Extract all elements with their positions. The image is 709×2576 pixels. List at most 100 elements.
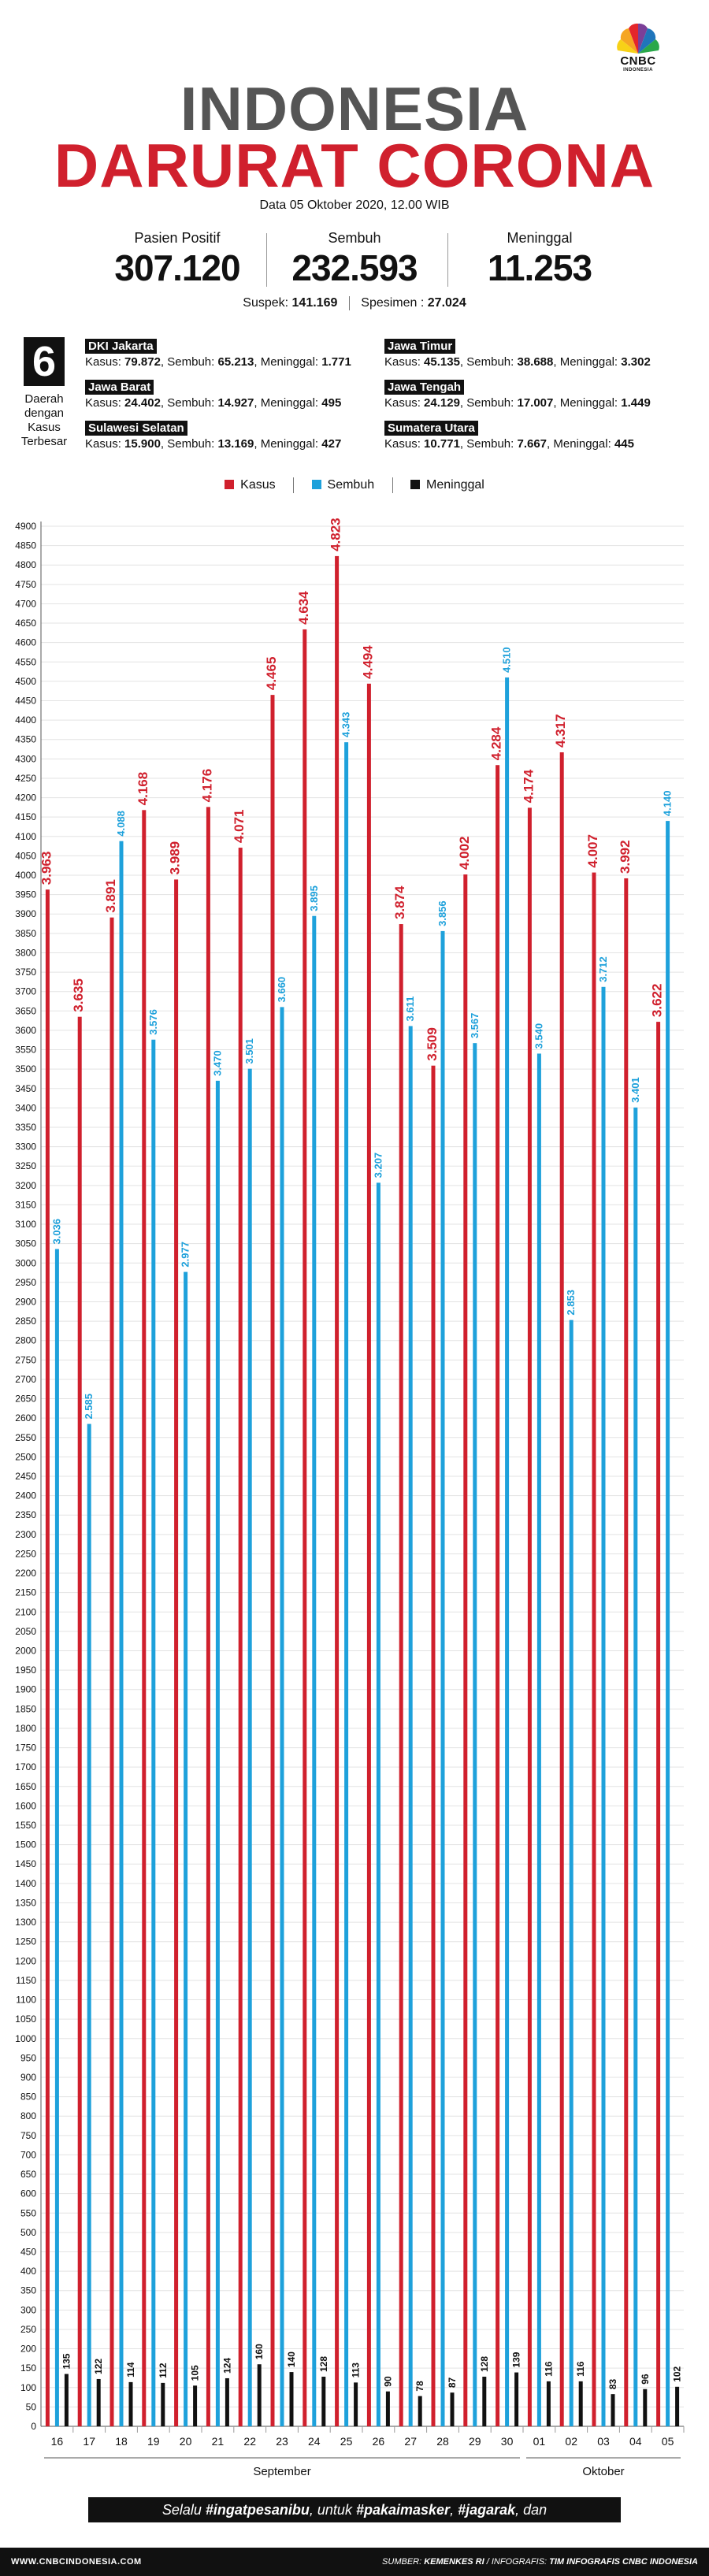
y-tick-label: 4300 bbox=[15, 753, 36, 764]
meninggal-label: Meninggal: bbox=[260, 437, 319, 451]
y-tick-label: 850 bbox=[20, 2092, 36, 2103]
region-sulawesi-selatan: Sulawesi Selatan Kasus: 15.900, Sembuh: … bbox=[85, 421, 342, 451]
y-tick-label: 1350 bbox=[15, 1897, 36, 1908]
y-tick-label: 2500 bbox=[15, 1451, 36, 1462]
region-count-caption: Daerah dengan Kasus Terbesar bbox=[20, 392, 68, 448]
data-label-sembuh: 2.853 bbox=[565, 1290, 577, 1316]
sembuh-label: Sembuh: bbox=[167, 355, 215, 369]
bar-meninggal bbox=[96, 2378, 101, 2426]
stat-positif-label: Pasien Positif bbox=[134, 230, 221, 246]
region-kasus: 10.771 bbox=[424, 437, 460, 451]
y-tick-label: 3950 bbox=[15, 889, 36, 900]
bar-kasus bbox=[110, 917, 114, 2426]
data-label-meninggal: 90 bbox=[382, 2376, 393, 2387]
region-sembuh: 38.688 bbox=[517, 355, 554, 369]
bar-meninggal bbox=[257, 2364, 262, 2426]
data-label-kasus: 3.989 bbox=[168, 841, 183, 875]
y-tick-label: 450 bbox=[20, 2246, 36, 2257]
region-kasus: 79.872 bbox=[124, 355, 161, 369]
data-label-sembuh: 3.540 bbox=[533, 1023, 544, 1049]
chart-legend: Kasus Sembuh Meninggal bbox=[0, 477, 709, 493]
bar-meninggal bbox=[64, 2374, 69, 2426]
y-tick-label: 1800 bbox=[15, 1723, 36, 1734]
x-tick-label: 26 bbox=[373, 2435, 385, 2448]
bar-sembuh bbox=[215, 1080, 220, 2426]
legend-item-sembuh: Sembuh bbox=[311, 478, 374, 492]
data-label-meninggal: 78 bbox=[414, 2381, 425, 2392]
region-kasus: 15.900 bbox=[124, 437, 161, 451]
region-sembuh: 14.927 bbox=[217, 396, 254, 410]
x-tick-label: 20 bbox=[180, 2435, 192, 2448]
footer-source: KEMENKES RI bbox=[424, 2557, 484, 2567]
region-kasus: 24.129 bbox=[424, 396, 460, 410]
y-tick-label: 2900 bbox=[15, 1296, 36, 1307]
x-tick-label: 04 bbox=[629, 2435, 642, 2448]
y-tick-label: 1500 bbox=[15, 1839, 36, 1850]
legend-item-kasus: Kasus bbox=[225, 478, 276, 492]
region-name: Jawa Tengah bbox=[384, 380, 465, 395]
data-label-meninggal: 116 bbox=[543, 2361, 554, 2377]
data-label-meninggal: 96 bbox=[640, 2374, 651, 2385]
peacock-icon bbox=[617, 23, 659, 54]
data-label-kasus: 3.963 bbox=[39, 852, 54, 885]
bar-kasus bbox=[335, 555, 340, 2426]
y-tick-label: 1900 bbox=[15, 1684, 36, 1695]
bar-sembuh bbox=[280, 1007, 284, 2426]
hashtag-2: #pakaimasker bbox=[355, 2502, 451, 2518]
data-label-meninggal: 112 bbox=[158, 2363, 169, 2378]
y-tick-label: 3150 bbox=[15, 1199, 36, 1210]
bar-kasus bbox=[399, 924, 403, 2426]
y-tick-label: 4900 bbox=[15, 521, 36, 532]
y-tick-label: 1950 bbox=[15, 1665, 36, 1676]
data-label-sembuh: 3.576 bbox=[147, 1009, 159, 1035]
bar-meninggal bbox=[643, 2389, 648, 2426]
data-label-sembuh: 3.660 bbox=[276, 977, 288, 1003]
y-tick-label: 3100 bbox=[15, 1219, 36, 1230]
meninggal-label: Meninggal: bbox=[559, 396, 618, 410]
bar-kasus bbox=[592, 872, 596, 2426]
kasus-label: Kasus: bbox=[85, 437, 121, 451]
suspek-spesimen-row: Suspek: 141.169 Spesimen : 27.024 bbox=[0, 296, 709, 310]
y-tick-label: 150 bbox=[20, 2363, 36, 2374]
bar-meninggal bbox=[354, 2382, 358, 2426]
y-tick-label: 300 bbox=[20, 2304, 36, 2315]
x-tick-label: 27 bbox=[404, 2435, 417, 2448]
stat-sembuh-value: 232.593 bbox=[291, 247, 418, 288]
data-label-sembuh: 4.343 bbox=[340, 712, 352, 738]
month-label: September bbox=[253, 2465, 310, 2478]
bar-sembuh bbox=[505, 677, 510, 2426]
legend-item-meninggal: Meninggal bbox=[410, 478, 484, 492]
hashtag-prefix: Selalu bbox=[161, 2502, 202, 2518]
kasus-label: Kasus: bbox=[384, 396, 421, 410]
bar-kasus bbox=[624, 878, 629, 2426]
meninggal-label: Meninggal: bbox=[260, 396, 319, 410]
y-tick-label: 4350 bbox=[15, 734, 36, 745]
bar-kasus bbox=[431, 1065, 436, 2426]
y-tick-label: 1650 bbox=[15, 1781, 36, 1792]
stat-positif-value: 307.120 bbox=[114, 247, 240, 288]
legend-label-meninggal: Meninggal bbox=[426, 478, 484, 492]
region-meninggal: 427 bbox=[321, 437, 342, 451]
y-tick-label: 1700 bbox=[15, 1761, 36, 1772]
bar-kasus bbox=[559, 752, 564, 2426]
region-sembuh: 17.007 bbox=[517, 396, 554, 410]
region-meninggal: 3.302 bbox=[621, 355, 651, 369]
data-label-meninggal: 87 bbox=[447, 2377, 458, 2389]
y-tick-label: 3700 bbox=[15, 986, 36, 997]
suspek-value: 141.169 bbox=[291, 296, 338, 310]
bar-sembuh bbox=[536, 1053, 541, 2426]
bar-sembuh bbox=[601, 986, 606, 2426]
y-tick-label: 2150 bbox=[15, 1587, 36, 1598]
x-tick-label: 30 bbox=[501, 2435, 514, 2448]
region-sumatera-utara: Sumatera Utara Kasus: 10.771, Sembuh: 7.… bbox=[384, 421, 634, 451]
stat-sembuh: Sembuh 232.593 bbox=[260, 228, 449, 288]
month-label: Oktober bbox=[582, 2465, 624, 2478]
y-tick-label: 1100 bbox=[16, 1995, 36, 2006]
bar-sembuh bbox=[408, 1026, 413, 2426]
data-label-meninggal: 128 bbox=[479, 2356, 490, 2372]
y-tick-label: 1000 bbox=[15, 2033, 36, 2044]
y-tick-label: 1400 bbox=[15, 1878, 36, 1889]
y-tick-label: 2550 bbox=[15, 1432, 36, 1443]
y-tick-label: 700 bbox=[20, 2149, 36, 2160]
y-tick-label: 4450 bbox=[15, 696, 36, 707]
